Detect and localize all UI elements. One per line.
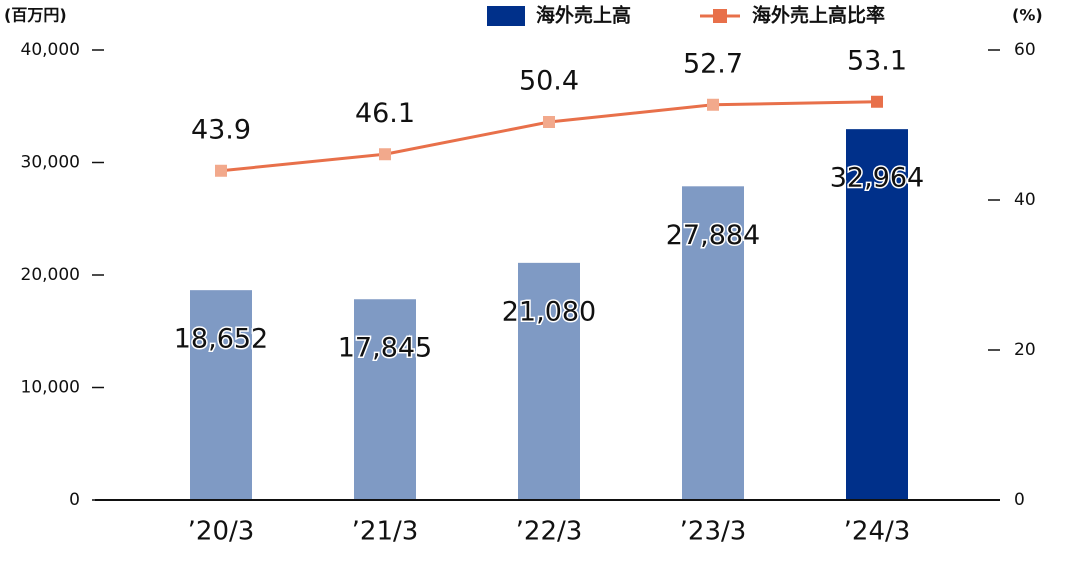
x-tick-label: ’23/3 xyxy=(680,517,747,547)
y-tick-label: 10,000 xyxy=(21,378,80,398)
line-value-label: 50.4 xyxy=(519,66,579,97)
bar xyxy=(354,299,416,500)
legend-swatch xyxy=(487,6,525,26)
bar-value-label: 18,652 xyxy=(174,324,268,355)
line-value-label: 46.1 xyxy=(355,98,415,129)
legend-marker xyxy=(713,9,727,23)
y2-tick-label: 40 xyxy=(1014,190,1036,210)
line-value-label: 53.1 xyxy=(847,45,907,76)
x-tick-label: ’20/3 xyxy=(188,517,255,547)
line-marker xyxy=(379,148,391,161)
bar xyxy=(846,129,908,500)
bar-value-label: 32,964 xyxy=(830,163,924,194)
x-tick-label: ’22/3 xyxy=(516,517,583,547)
y-tick-label: 0 xyxy=(69,490,80,510)
legend-label: 海外売上高比率 xyxy=(752,4,885,27)
line-marker xyxy=(543,116,555,128)
line-value-label: 52.7 xyxy=(683,48,743,79)
y-unit: (百万円) xyxy=(4,6,67,25)
y2-unit: (%) xyxy=(1012,6,1043,25)
bar-value-label: 21,080 xyxy=(502,296,596,327)
x-tick-label: ’21/3 xyxy=(352,517,419,547)
y-tick-label: 40,000 xyxy=(21,40,80,60)
bar xyxy=(190,290,252,500)
y2-tick-label: 20 xyxy=(1014,340,1036,360)
bar xyxy=(518,262,580,500)
y-tick-label: 30,000 xyxy=(21,153,80,173)
x-tick-label: ’24/3 xyxy=(844,517,911,547)
legend-label: 海外売上高 xyxy=(536,4,631,27)
bar-value-label: 17,845 xyxy=(338,333,432,364)
line-marker xyxy=(707,98,719,111)
line-value-label: 43.9 xyxy=(191,114,251,145)
line-marker xyxy=(871,95,883,108)
y-tick-label: 20,000 xyxy=(21,265,80,285)
line-marker xyxy=(215,164,227,177)
y2-tick-label: 60 xyxy=(1014,40,1036,60)
y2-tick-label: 0 xyxy=(1014,490,1025,510)
line xyxy=(220,100,878,173)
bar-value-label: 27,884 xyxy=(666,220,760,251)
bar xyxy=(682,186,744,500)
